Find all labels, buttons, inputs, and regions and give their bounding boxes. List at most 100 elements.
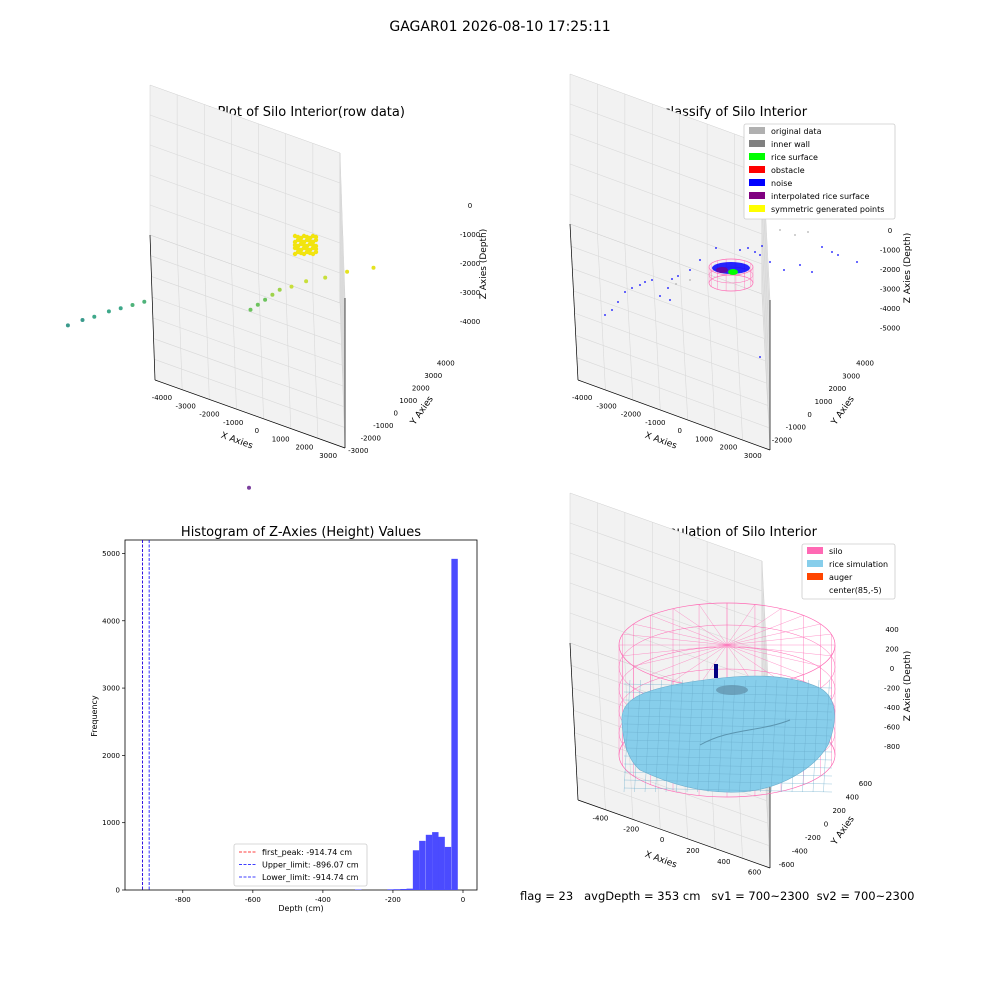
p2-legend-label: inner wall [771, 140, 810, 149]
grid-line [203, 254, 210, 400]
p2-noise-point [604, 314, 606, 316]
p4-rice-mesh [697, 679, 704, 793]
grid-line [285, 283, 292, 429]
p1-point [345, 269, 350, 274]
p3-legend: first_peak: -914.74 cm Upper_limit: -896.… [233, 843, 368, 887]
p2-noise-point [617, 301, 619, 303]
p4-x-tick-label: 600 [748, 869, 761, 877]
p4-rice-mesh [623, 787, 833, 793]
grid-line [624, 243, 634, 401]
grid-line [176, 244, 183, 390]
p1-x-tick-label: -4000 [152, 394, 172, 402]
p1-point [142, 299, 147, 304]
p3-hist-bar [355, 889, 362, 890]
p2-x-tick-label: -3000 [596, 402, 616, 410]
grid-line [154, 359, 345, 428]
grid-line [149, 204, 346, 419]
p4-auger-marker [714, 664, 718, 678]
p4-z-tick-label: 400 [885, 626, 898, 634]
p3-axes-frame [124, 539, 478, 891]
p2-noise-point [667, 287, 669, 289]
p2-noise-point [799, 264, 801, 266]
p3-hist-bar [425, 834, 433, 890]
p2-noise-point [669, 299, 671, 301]
p2-noise-point [689, 269, 691, 271]
grid-line [706, 273, 716, 431]
p4-rice-mesh [623, 747, 833, 753]
p1-point [255, 302, 260, 307]
p4-z-tick-label: -600 [884, 724, 900, 732]
p4-y-tick-label: 200 [832, 807, 845, 815]
grid-line [231, 264, 237, 410]
p1-point [263, 297, 268, 302]
p2-noise-point [831, 251, 833, 253]
p4-z-tick-label: -800 [884, 743, 900, 751]
p3-x-tick-label: 0 [461, 896, 465, 904]
p1-y-tick-label: -1000 [373, 422, 393, 430]
p4-x-tick-label: 0 [660, 836, 664, 844]
p3-hist-bar [412, 850, 420, 890]
p1-point [304, 279, 309, 284]
p4-silo-spoke [726, 608, 782, 646]
p4-rice-mesh [676, 679, 683, 793]
grid-line [152, 296, 343, 366]
p4-silo-spoke [726, 604, 756, 646]
p2-noise-point [699, 259, 701, 261]
p4-silo-spoke [726, 644, 821, 667]
p4-rice-mesh [802, 679, 809, 793]
p2-legend-swatch [749, 140, 765, 147]
p2-noise-point [659, 295, 661, 297]
p2-noise-point [715, 247, 717, 249]
p4-rice-mesh [791, 679, 799, 793]
p1-z-tick-label: 0 [468, 202, 472, 210]
grid-line [312, 293, 319, 439]
p2-x-tick-label: -2000 [621, 411, 641, 419]
p2-original-point [675, 283, 677, 285]
p4-silo-spoke [672, 644, 728, 682]
p2-legend-label: obstacle [771, 166, 805, 175]
p2-noise-point [747, 247, 749, 249]
p4-legend-swatch [807, 560, 823, 567]
p2-noise-point [677, 275, 679, 277]
p3-y-tick-label: 1000 [102, 819, 120, 827]
p4-silo-spoke [726, 615, 804, 646]
p1-y-tick-label: 3000 [424, 372, 442, 380]
p2-y-tick-label: 4000 [856, 359, 874, 367]
p3-title: Histogram of Z-Axies (Height) Values [181, 525, 421, 540]
p4-rice-ridge [699, 719, 791, 746]
p4-z-tick-label: 200 [885, 646, 898, 654]
grid-line [679, 263, 689, 421]
p4-rice-mesh [623, 715, 833, 721]
p1-x-tick-label: 1000 [272, 435, 290, 443]
p1-point [270, 292, 275, 297]
p2-noise-point [644, 281, 646, 283]
p4-silo-spoke [633, 644, 728, 667]
p2-noise-point [769, 261, 771, 263]
p2-legend-swatch [749, 166, 765, 173]
p1-xlabel: X Axies [219, 431, 254, 452]
p4-rice-mesh [623, 771, 833, 777]
p1-point [65, 323, 70, 328]
axis-x-line [569, 223, 579, 381]
axis-y-line [577, 379, 771, 451]
p2-y-tick-label: 2000 [828, 385, 846, 393]
p1-point [92, 314, 97, 319]
p4-y-tick-label: 400 [846, 793, 859, 801]
p1-point [247, 485, 251, 490]
p4-rice-mesh [749, 679, 757, 793]
p4-x-tick-label: -200 [623, 825, 639, 833]
p2-legend-label: original data [771, 127, 822, 136]
p2-x-tick-label: 3000 [744, 452, 762, 460]
p4-rice-mesh [770, 679, 778, 793]
p2-noise-point [837, 254, 839, 256]
p4-rice-mesh [812, 679, 820, 793]
p1-x-tick-label: 2000 [295, 444, 313, 452]
p4-z-tick-label: -400 [884, 704, 900, 712]
p4-y-tick-label: -400 [792, 848, 808, 856]
p1-point [118, 306, 123, 311]
grid-line [152, 317, 343, 387]
grid-line [651, 253, 661, 411]
p4-x-tick-label: -400 [592, 814, 608, 822]
p4-silo-spoke [650, 615, 728, 646]
p2-z-tick-label: -1000 [880, 247, 900, 255]
